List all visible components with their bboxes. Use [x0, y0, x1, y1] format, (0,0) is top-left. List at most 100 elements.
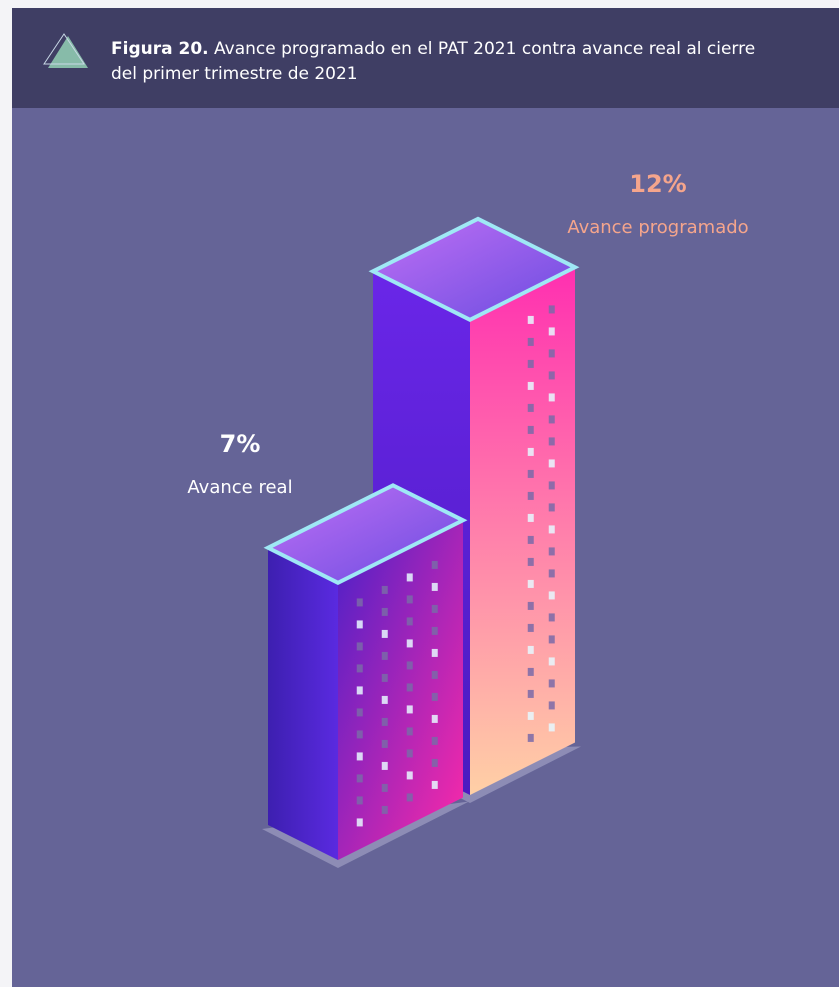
window — [406, 639, 413, 648]
building — [262, 483, 469, 868]
window — [356, 774, 363, 783]
window — [356, 642, 363, 651]
title-line: del primer trimestre de 2021 — [111, 64, 358, 84]
window — [548, 349, 555, 358]
window — [548, 701, 555, 710]
window — [381, 607, 388, 616]
window — [548, 591, 555, 600]
window — [527, 689, 534, 698]
window — [548, 305, 555, 314]
window — [406, 727, 413, 736]
window — [381, 805, 388, 814]
window — [431, 582, 438, 591]
window — [527, 315, 534, 324]
window — [527, 403, 534, 412]
window — [527, 425, 534, 434]
window — [548, 503, 555, 512]
window — [548, 437, 555, 446]
window — [406, 771, 413, 780]
window — [356, 598, 363, 607]
window — [527, 469, 534, 478]
window — [431, 626, 438, 635]
window — [548, 327, 555, 336]
chart-title: Figura 20. Avance programado en el PAT 2… — [111, 39, 755, 59]
window — [356, 796, 363, 805]
window — [356, 620, 363, 629]
value-label: 12% — [629, 170, 686, 198]
value-label: 7% — [220, 430, 261, 458]
category-label: Avance real — [187, 477, 292, 498]
window — [406, 595, 413, 604]
window — [527, 447, 534, 456]
window — [548, 547, 555, 556]
window — [431, 780, 438, 789]
window — [356, 752, 363, 761]
window — [548, 613, 555, 622]
building-right-face — [470, 267, 575, 795]
window — [527, 535, 534, 544]
window — [356, 818, 363, 827]
window — [548, 657, 555, 666]
window — [381, 695, 388, 704]
window — [381, 783, 388, 792]
window — [431, 758, 438, 767]
window — [381, 717, 388, 726]
window — [548, 459, 555, 468]
window — [381, 761, 388, 770]
window — [548, 723, 555, 732]
window — [431, 714, 438, 723]
window — [356, 686, 363, 695]
window — [381, 585, 388, 594]
window — [548, 525, 555, 534]
window — [527, 337, 534, 346]
building-roof — [368, 216, 580, 323]
window — [527, 711, 534, 720]
figure-label: Figura 20. — [111, 39, 209, 59]
window — [548, 679, 555, 688]
window — [406, 749, 413, 758]
window — [356, 708, 363, 717]
window — [381, 673, 388, 682]
window — [406, 617, 413, 626]
title-line: Avance programado en el PAT 2021 contra … — [214, 39, 755, 59]
window — [527, 601, 534, 610]
header-icon — [43, 33, 88, 68]
category-label: Avance programado — [567, 217, 748, 238]
window — [548, 569, 555, 578]
window — [527, 645, 534, 654]
window — [548, 371, 555, 380]
window — [431, 604, 438, 613]
building-left-face — [268, 547, 338, 860]
window — [548, 481, 555, 490]
header-band — [12, 8, 839, 108]
window — [527, 557, 534, 566]
window — [406, 793, 413, 802]
window — [431, 692, 438, 701]
window — [356, 664, 363, 673]
window — [527, 513, 534, 522]
window — [406, 705, 413, 714]
window — [527, 667, 534, 676]
window — [431, 670, 438, 679]
building-roof — [263, 483, 468, 586]
window — [527, 623, 534, 632]
window — [431, 736, 438, 745]
window — [527, 491, 534, 500]
window — [431, 560, 438, 569]
window — [381, 739, 388, 748]
window — [548, 635, 555, 644]
window — [381, 629, 388, 638]
window — [381, 651, 388, 660]
window — [527, 381, 534, 390]
window — [356, 730, 363, 739]
window — [548, 393, 555, 402]
window — [406, 661, 413, 670]
window — [527, 733, 534, 742]
window — [527, 359, 534, 368]
window — [406, 573, 413, 582]
window — [527, 579, 534, 588]
window — [548, 415, 555, 424]
window — [406, 683, 413, 692]
